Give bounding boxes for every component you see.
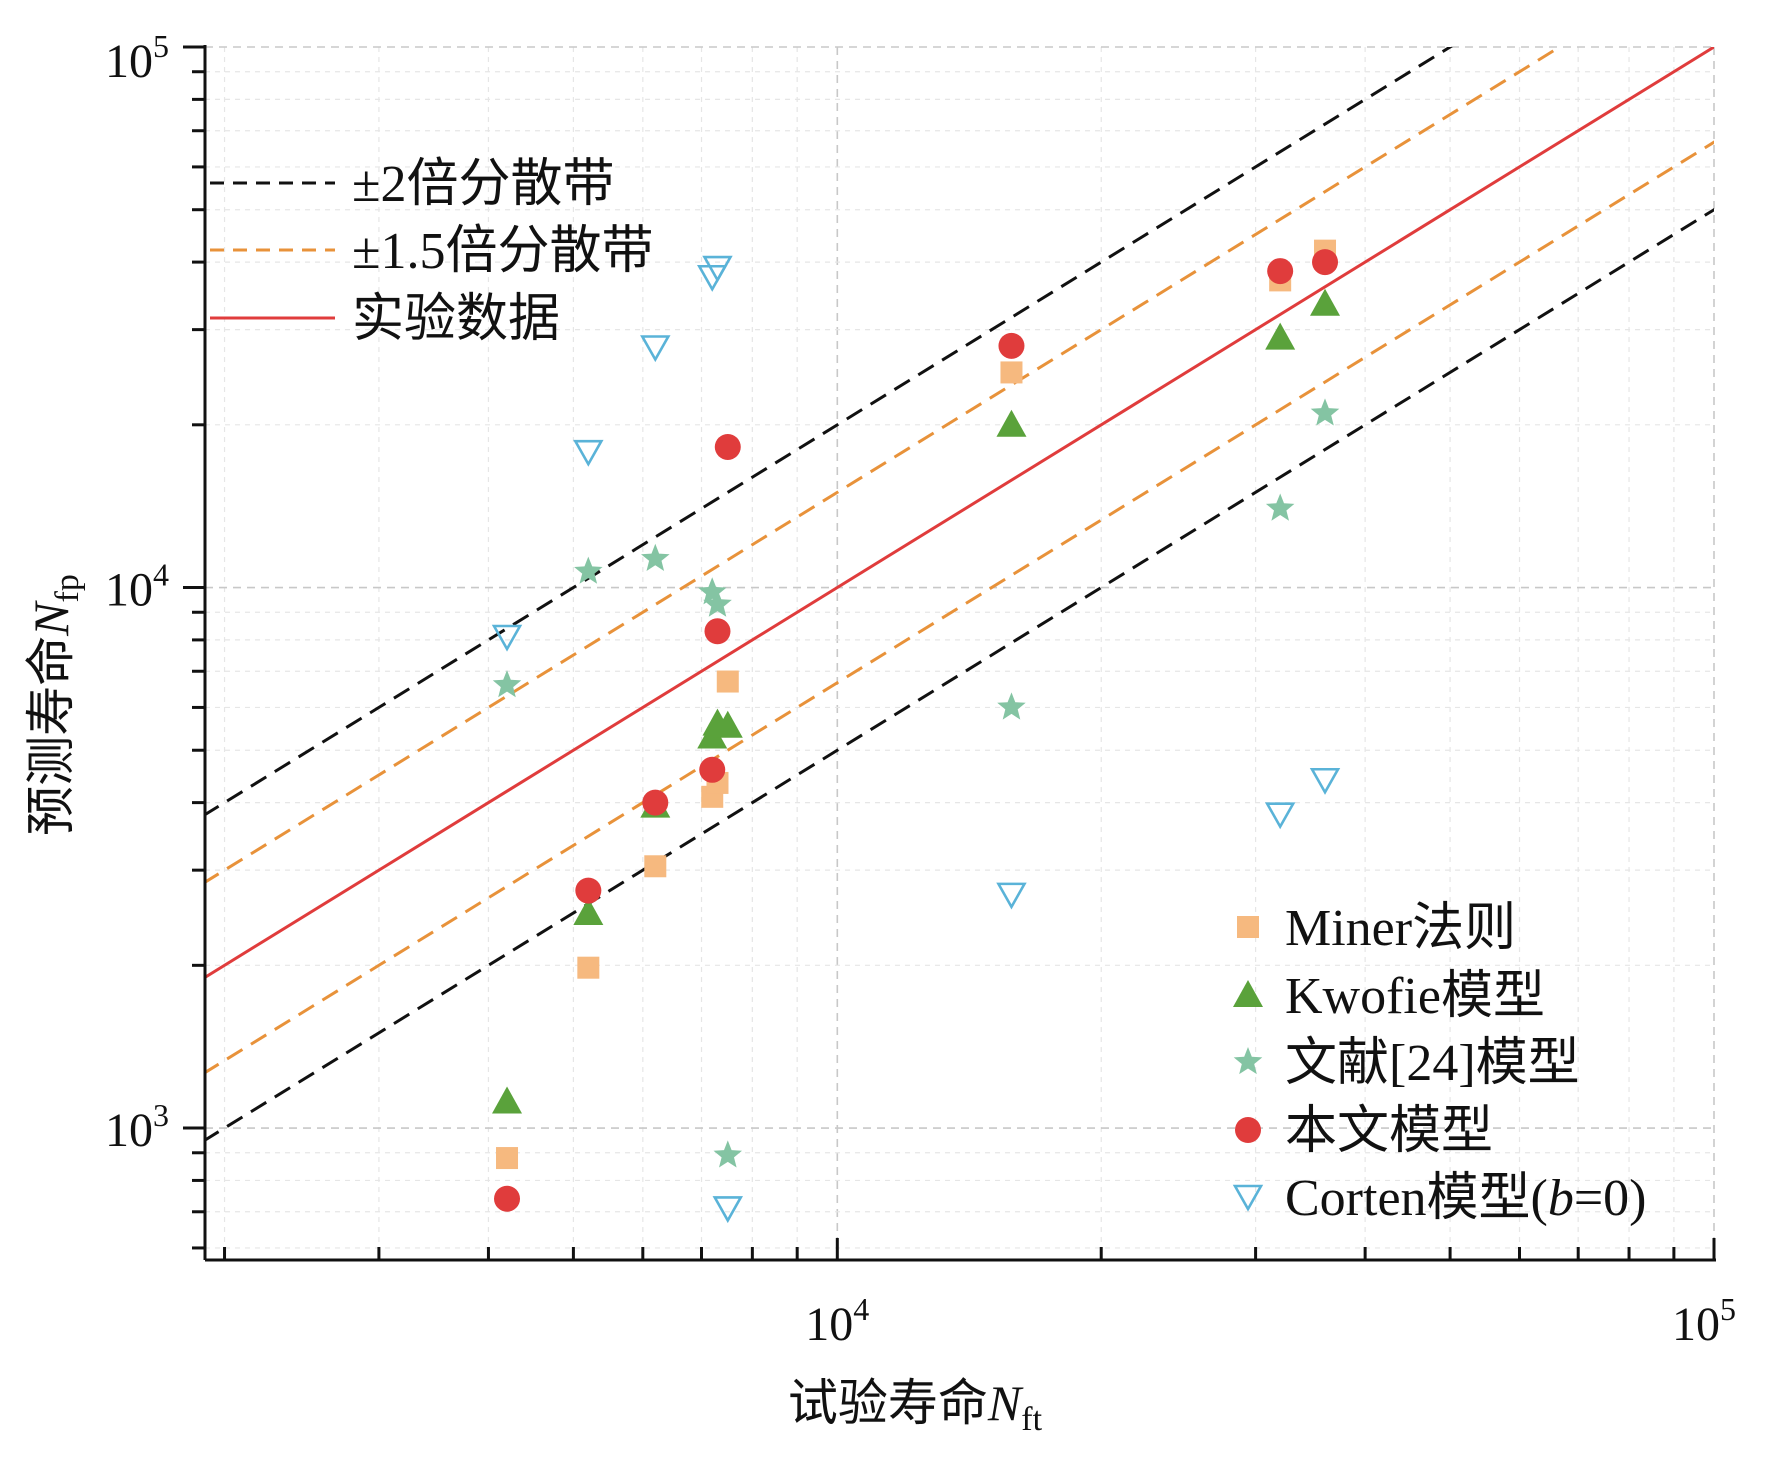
data-points <box>491 239 1341 1224</box>
y-axis-title: 预测寿命Nfp <box>23 574 86 836</box>
point-circle <box>494 1185 521 1212</box>
point-triangle-down <box>1309 767 1341 795</box>
legend-label: 实验数据 <box>352 291 560 348</box>
axes: 104 105 103 104 105 试验寿命Nft 预测寿命Nfp <box>23 28 1736 1438</box>
point-circle <box>642 789 669 816</box>
point-square <box>1000 361 1023 384</box>
x-axis-title: 试验寿命Nft <box>788 1375 1043 1438</box>
point-circle <box>714 433 741 460</box>
point-triangle <box>492 1086 523 1114</box>
point-triangle-down <box>712 1196 744 1224</box>
point-star <box>713 1140 742 1168</box>
point-star <box>703 589 732 617</box>
point-triangle-down <box>702 255 733 283</box>
point-square <box>716 670 739 693</box>
point-circle <box>1312 249 1339 276</box>
point-triangle <box>1310 288 1341 316</box>
lower-band-line <box>205 140 1714 1075</box>
point-triangle <box>573 897 604 925</box>
point-star <box>492 670 522 698</box>
y-tick-label: 103 <box>105 1097 169 1157</box>
legend-marker-triangle <box>1233 980 1263 1007</box>
point-star <box>1310 398 1340 426</box>
y-tick-label: 104 <box>105 557 169 617</box>
point-triangle <box>1265 322 1296 350</box>
lower-band-line <box>205 207 1714 1142</box>
point-star <box>574 556 603 584</box>
point-star <box>698 577 727 605</box>
x-tick-label: 105 <box>1672 1291 1736 1351</box>
legend-label: 本文模型 <box>1285 1103 1493 1160</box>
point-circle <box>575 877 602 904</box>
upper-band-line <box>205 47 1563 884</box>
legend-label: ±2倍分散带 <box>352 156 615 213</box>
upper-band-line <box>205 47 1453 817</box>
legend-marker-square <box>1237 916 1259 938</box>
point-triangle <box>996 409 1027 437</box>
diagonal-line <box>205 47 1714 980</box>
point-circle <box>704 618 731 645</box>
reference-lines <box>205 47 1714 1142</box>
point-square <box>644 855 667 878</box>
legend-marker-triangle-down <box>1232 1184 1264 1212</box>
y-tick-label: 105 <box>105 28 169 88</box>
point-triangle-down <box>996 882 1027 910</box>
point-square <box>496 1147 519 1170</box>
point-circle <box>998 332 1025 359</box>
legend-marker-star <box>1233 1047 1263 1075</box>
point-triangle-down <box>1264 802 1296 830</box>
legend-label: Miner法则 <box>1285 900 1516 957</box>
point-star <box>641 543 670 571</box>
legend-label: Kwofie模型 <box>1285 968 1545 1025</box>
point-circle <box>1267 258 1294 285</box>
legend-label: Corten模型(b=0) <box>1285 1170 1647 1227</box>
grid <box>205 46 1715 1260</box>
point-star <box>997 692 1026 720</box>
point-triangle-down <box>640 335 671 363</box>
point-square <box>577 956 600 979</box>
x-tick-label: 104 <box>805 1291 869 1351</box>
point-triangle-down <box>573 439 604 467</box>
point-star <box>1265 493 1295 521</box>
point-triangle-down <box>491 624 523 652</box>
legend-label: 文献[24]模型 <box>1285 1035 1580 1092</box>
point-triangle <box>712 710 743 738</box>
legend-marker-circle <box>1235 1117 1261 1143</box>
point-circle <box>699 756 726 783</box>
legend-label: ±1.5倍分散带 <box>352 223 654 280</box>
